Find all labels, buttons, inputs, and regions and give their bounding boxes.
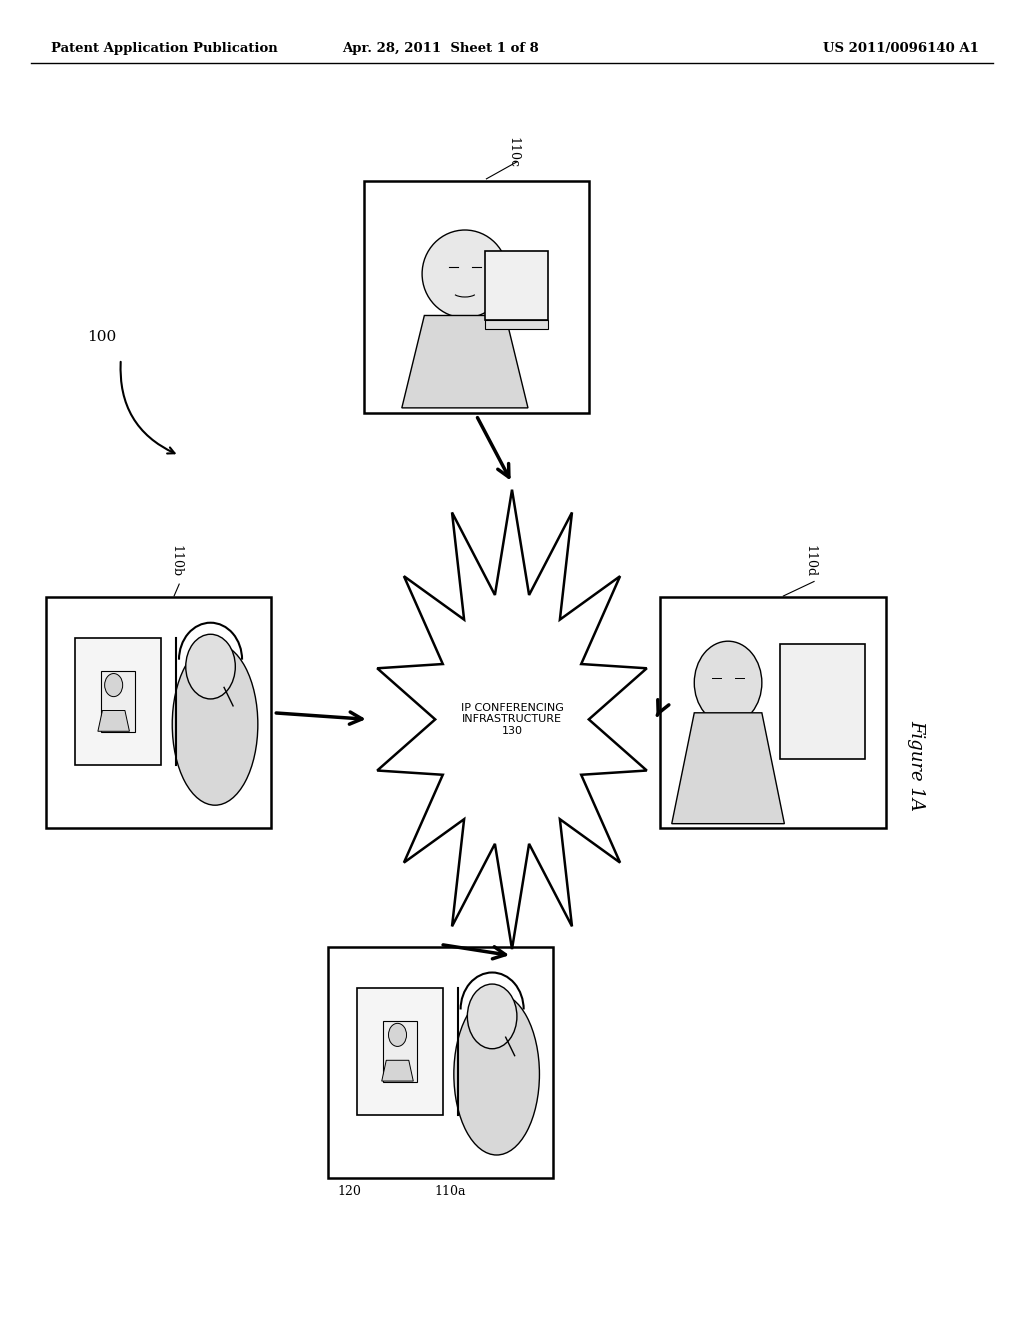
Ellipse shape xyxy=(467,985,517,1048)
Text: US 2011/0096140 A1: US 2011/0096140 A1 xyxy=(823,42,979,55)
Ellipse shape xyxy=(388,1023,407,1047)
Text: 120: 120 xyxy=(338,1185,361,1197)
Text: IP CONFERENCING
INFRASTRUCTURE
130: IP CONFERENCING INFRASTRUCTURE 130 xyxy=(461,702,563,737)
Text: Apr. 28, 2011  Sheet 1 of 8: Apr. 28, 2011 Sheet 1 of 8 xyxy=(342,42,539,55)
Text: 110b: 110b xyxy=(169,545,182,578)
Text: Patent Application Publication: Patent Application Publication xyxy=(51,42,278,55)
Ellipse shape xyxy=(454,993,540,1155)
Ellipse shape xyxy=(172,643,258,805)
Polygon shape xyxy=(401,315,528,408)
Ellipse shape xyxy=(422,230,508,318)
Polygon shape xyxy=(382,1060,414,1081)
Text: 110d: 110d xyxy=(804,545,817,578)
Text: 110c: 110c xyxy=(507,137,520,168)
Ellipse shape xyxy=(104,673,123,697)
Bar xyxy=(485,251,548,319)
Bar xyxy=(46,597,271,829)
Text: Figure 1A: Figure 1A xyxy=(907,721,926,810)
Polygon shape xyxy=(672,713,784,824)
Bar xyxy=(485,319,548,329)
Bar xyxy=(660,597,886,829)
Bar xyxy=(780,644,865,759)
Bar xyxy=(76,638,161,764)
Ellipse shape xyxy=(185,634,236,700)
Bar xyxy=(328,948,553,1177)
Bar xyxy=(357,987,442,1114)
Text: 100: 100 xyxy=(87,330,117,343)
Polygon shape xyxy=(377,490,647,949)
Bar xyxy=(364,181,589,412)
Bar xyxy=(101,671,135,731)
Ellipse shape xyxy=(694,642,762,725)
Bar xyxy=(383,1020,417,1081)
Text: 110a: 110a xyxy=(435,1185,466,1197)
Polygon shape xyxy=(98,710,129,731)
